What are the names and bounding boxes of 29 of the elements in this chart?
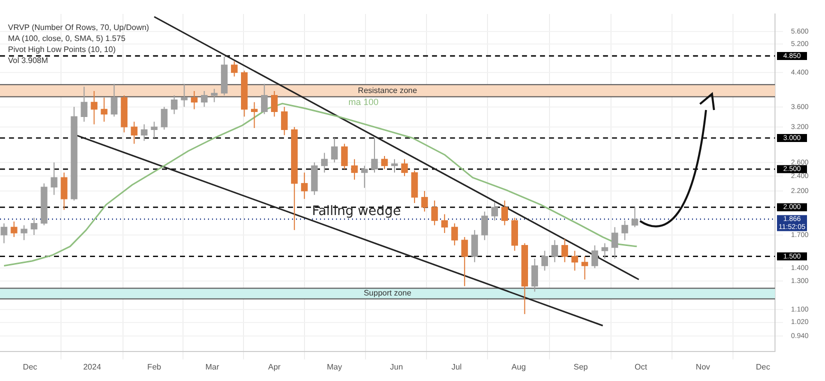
x-tick-label: Jul [451, 362, 462, 372]
candlestick [351, 158, 358, 180]
x-tick-label: Apr [268, 362, 281, 372]
annotation: Vol 3.908M [8, 55, 50, 66]
annotation: VRVP (Number Of Rows, 70, Up/Down) [8, 22, 150, 33]
x-tick-label: Dec [22, 362, 38, 372]
band-label: Resistance zone [358, 86, 418, 95]
x-tick-label: 2024 [83, 362, 102, 372]
band-label: Support zone [364, 288, 412, 298]
x-tick-label: Jun [390, 362, 403, 372]
candlestick [431, 200, 438, 226]
x-tick-label: Dec [756, 362, 770, 372]
candlestick [441, 214, 448, 234]
x-tick-label: Aug [512, 362, 526, 372]
candlestick [50, 162, 58, 196]
x-tick-label: Sep [574, 362, 588, 372]
candlestick [30, 217, 38, 236]
annotation: Pivot High Low Points (10, 10) [8, 44, 117, 55]
x-tick-label: Oct [634, 362, 648, 372]
series-label: ma 100 [348, 97, 378, 108]
x-tick-label: May [326, 362, 342, 372]
x-tick-label: Mar [205, 362, 220, 372]
candlestick [10, 220, 18, 238]
annotation: MA (100, close, 0, SMA, 5) 1.575 [8, 33, 126, 44]
x-tick-label: Nov [696, 362, 710, 372]
x-tick-label: Feb [147, 362, 162, 372]
candlestick [0, 222, 8, 244]
candlestick [401, 158, 408, 177]
annotation: Falling wedge [312, 204, 401, 219]
